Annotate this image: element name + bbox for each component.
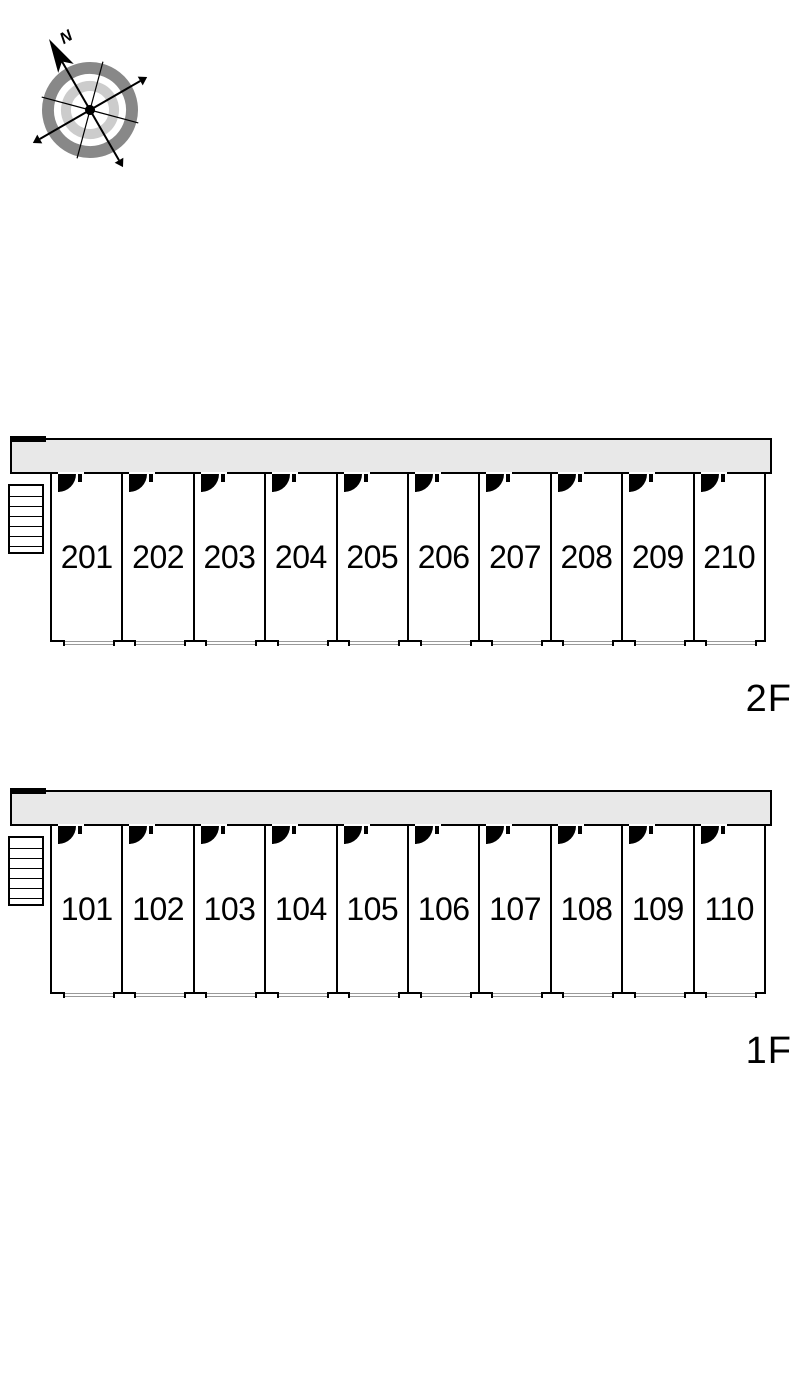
unit-cell: 203 [193,472,266,642]
svg-text:N: N [57,27,76,48]
window-sill [205,992,257,998]
corridor [10,790,772,826]
floor-label: 2F [746,678,792,721]
door-icon [272,472,304,494]
unit-number: 210 [703,539,755,576]
unit-cell: 201 [50,472,123,642]
unit-number: 209 [632,539,684,576]
window-sill [562,640,614,646]
unit-number: 101 [61,891,113,928]
units-row: 201 202 203 204 205 206 207 208 209 210 [50,472,766,642]
window-sill [63,640,115,646]
window-sill [420,992,472,998]
unit-cell: 209 [621,472,694,642]
unit-number: 110 [704,891,754,928]
unit-number: 202 [132,539,184,576]
window-sill [634,640,686,646]
door-icon [129,824,161,846]
window-sill [562,992,614,998]
window-sill [134,640,186,646]
unit-cell: 205 [336,472,409,642]
unit-cell: 108 [550,824,623,994]
unit-number: 206 [418,539,470,576]
unit-cell: 101 [50,824,123,994]
window-sill [63,992,115,998]
unit-cell: 107 [478,824,551,994]
door-icon [344,472,376,494]
unit-number: 208 [560,539,612,576]
unit-number: 102 [132,891,184,928]
window-sill [420,640,472,646]
window-sill [134,992,186,998]
unit-cell: 202 [121,472,194,642]
staircase [8,836,44,906]
unit-cell: 109 [621,824,694,994]
window-sill [348,640,400,646]
window-sill [491,640,543,646]
door-icon [201,472,233,494]
window-sill [277,640,329,646]
unit-number: 109 [632,891,684,928]
unit-cell: 110 [693,824,766,994]
door-icon [58,824,90,846]
unit-number: 108 [560,891,612,928]
unit-number: 203 [204,539,256,576]
unit-cell: 207 [478,472,551,642]
door-icon [629,824,661,846]
staircase [8,484,44,554]
unit-number: 106 [418,891,470,928]
unit-cell: 105 [336,824,409,994]
unit-cell: 103 [193,824,266,994]
door-icon [201,824,233,846]
unit-cell: 106 [407,824,480,994]
unit-number: 105 [346,891,398,928]
unit-number: 207 [489,539,541,576]
door-icon [486,824,518,846]
door-icon [486,472,518,494]
unit-cell: 104 [264,824,337,994]
door-icon [701,472,733,494]
window-sill [491,992,543,998]
corridor-edge-marker [10,788,46,794]
window-sill [348,992,400,998]
door-icon [272,824,304,846]
door-icon [129,472,161,494]
compass-rose: N [15,15,165,180]
unit-cell: 206 [407,472,480,642]
door-icon [344,824,376,846]
door-icon [629,472,661,494]
door-icon [415,824,447,846]
unit-cell: 210 [693,472,766,642]
window-sill [705,992,757,998]
unit-number: 104 [275,891,327,928]
door-icon [701,824,733,846]
unit-cell: 208 [550,472,623,642]
floor-label: 1F [746,1030,792,1073]
compass-icon: N [15,15,165,175]
corridor [10,438,772,474]
door-icon [558,824,590,846]
unit-number: 204 [275,539,327,576]
unit-number: 205 [346,539,398,576]
unit-cell: 102 [121,824,194,994]
window-sill [634,992,686,998]
door-icon [58,472,90,494]
corridor-edge-marker [10,436,46,442]
window-sill [277,992,329,998]
unit-cell: 204 [264,472,337,642]
window-sill [705,640,757,646]
door-icon [558,472,590,494]
window-sill [205,640,257,646]
unit-number: 201 [61,539,113,576]
units-row: 101 102 103 104 105 106 107 108 109 110 [50,824,766,994]
unit-number: 103 [204,891,256,928]
door-icon [415,472,447,494]
unit-number: 107 [489,891,541,928]
